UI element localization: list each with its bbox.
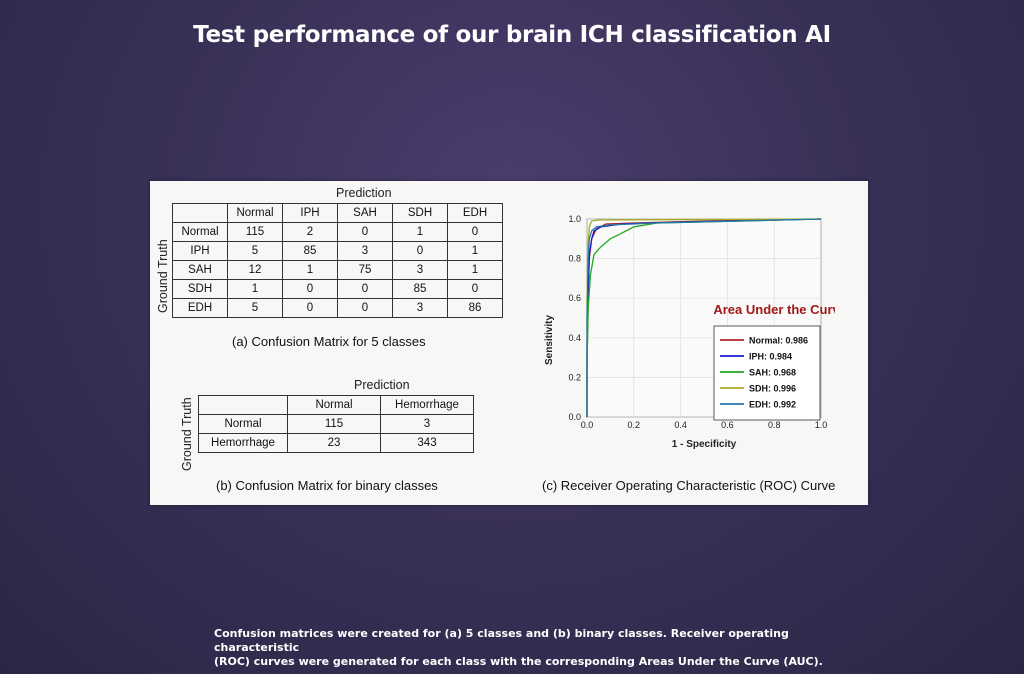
roc-y-tick-label: 0.0 [568, 412, 581, 422]
roc-chart: 0.0 0.2 0.4 0.6 0.8 1.0 0.0 0.2 0.4 0.6 0.8 1.0 1 - … [544, 214, 835, 450]
matrix-a-cell: 1 [282, 260, 338, 280]
matrix-a-cell: 3 [392, 298, 448, 318]
matrix-a-cell: 2 [282, 222, 338, 242]
roc-x-tick-label: 0.8 [768, 420, 781, 430]
slide-title: Test performance of our brain ICH classi… [193, 22, 831, 48]
slide-footer: Confusion matrices were created for (a) … [214, 627, 834, 669]
roc-x-tick-label: 0.0 [581, 420, 594, 430]
matrix-a-row: IPH 5 85 3 0 1 [172, 241, 503, 261]
roc-caption: (c) Receiver Operating Characteristic (R… [542, 478, 836, 493]
matrix-a-row-label: IPH [172, 241, 228, 261]
matrix-a-row-label: EDH [172, 298, 228, 318]
matrix-a-cell: 0 [392, 241, 448, 261]
roc-y-tick-label: 1.0 [568, 214, 581, 224]
roc-legend-box [713, 325, 821, 421]
matrix-a-cell: 5 [227, 241, 283, 261]
matrix-b-row-label: Hemorrhage [198, 433, 288, 453]
matrix-a-column-header: IPH [282, 203, 338, 223]
matrix-b-cell: 115 [287, 414, 381, 434]
matrix-a-cell: 75 [337, 260, 393, 280]
matrix-b-row: Normal 115 3 [198, 414, 474, 434]
confusion-matrix-binary: Normal Hemorrhage Normal 115 3 Hemorrhage 23 34… [198, 395, 474, 453]
matrix-a-cell: 1 [392, 222, 448, 242]
matrix-a-cell: 1 [227, 279, 283, 299]
matrix-a-cell: 0 [282, 298, 338, 318]
roc-legend-entry: IPH: 0.984 [749, 352, 792, 362]
matrix-b-cell: 3 [380, 414, 474, 434]
roc-x-tick-label: 0.2 [628, 420, 641, 430]
roc-y-tick-label: 0.4 [568, 333, 581, 343]
roc-legend-title: Area Under the Curve [713, 302, 835, 317]
roc-x-axis-label: 1 - Specificity [672, 439, 737, 450]
confusion-matrix-5-class: Normal IPH SAH SDH EDH Normal 115 2 0 1 0 IPH 5 85 3 0 1… [172, 203, 503, 318]
matrix-a-cell: 0 [337, 222, 393, 242]
matrix-a-row: EDH 5 0 0 3 86 [172, 298, 503, 318]
matrix-a-cell: 0 [282, 279, 338, 299]
matrix-a-cell: 0 [337, 298, 393, 318]
matrix-a-cell: 1 [447, 241, 503, 261]
matrix-a-caption: (a) Confusion Matrix for 5 classes [232, 334, 426, 349]
roc-x-tick-label: 0.6 [721, 420, 734, 430]
footer-line-2: (ROC) curves were generated for each cla… [214, 655, 823, 668]
matrix-a-cell: 0 [337, 279, 393, 299]
matrix-a-cell: 1 [447, 260, 503, 280]
figure-panel: Prediction Ground Truth Normal IPH SAH SDH E… [150, 181, 868, 505]
roc-legend-entry: SAH: 0.968 [749, 368, 796, 378]
matrix-a-cell: 115 [227, 222, 283, 242]
matrix-a-row-label: SDH [172, 279, 228, 299]
matrix-a-row: Normal 115 2 0 1 0 [172, 222, 503, 242]
matrix-b-row: Hemorrhage 23 343 [198, 433, 474, 453]
matrix-a-column-header: Normal [227, 203, 283, 223]
roc-curve-series [586, 218, 822, 417]
matrix-b-caption: (b) Confusion Matrix for binary classes [216, 478, 438, 493]
matrix-a-cell: 85 [392, 279, 448, 299]
roc-y-axis-label: Sensitivity [544, 315, 555, 365]
matrix-a-row-label: SAH [172, 260, 228, 280]
matrix-a-cell: 3 [392, 260, 448, 280]
matrix-a-row-title: Ground Truth [156, 239, 170, 313]
matrix-a-column-header: SAH [337, 203, 393, 223]
roc-y-tick-label: 0.6 [568, 293, 581, 303]
roc-legend-entry: Normal: 0.986 [749, 336, 808, 346]
matrix-a-cell: 0 [447, 279, 503, 299]
matrix-a-corner-cell [172, 203, 228, 223]
matrix-a-cell: 5 [227, 298, 283, 318]
matrix-b-row-label: Normal [198, 414, 288, 434]
matrix-a-cell: 85 [282, 241, 338, 261]
matrix-b-column-title: Prediction [354, 378, 410, 392]
matrix-a-row: SDH 1 0 0 85 0 [172, 279, 503, 299]
roc-x-tick-label: 1.0 [815, 420, 828, 430]
matrix-b-cell: 23 [287, 433, 381, 453]
matrix-a-cell: 86 [447, 298, 503, 318]
roc-y-tick-label: 0.8 [568, 254, 581, 264]
matrix-a-column-header: EDH [447, 203, 503, 223]
matrix-a-column-title: Prediction [336, 186, 392, 200]
matrix-a-column-header: SDH [392, 203, 448, 223]
roc-legend-entry: SDH: 0.996 [749, 384, 796, 394]
roc-curve-series [586, 218, 822, 417]
matrix-b-column-header: Normal [287, 395, 381, 415]
matrix-a-cell: 0 [447, 222, 503, 242]
matrix-a-row-label: Normal [172, 222, 228, 242]
roc-y-tick-label: 0.2 [568, 372, 581, 382]
matrix-b-cell: 343 [380, 433, 474, 453]
roc-x-tick-label: 0.4 [674, 420, 687, 430]
footer-line-1: Confusion matrices were created for (a) … [214, 627, 789, 654]
matrix-b-corner-cell [198, 395, 288, 415]
matrix-a-row: SAH 12 1 75 3 1 [172, 260, 503, 280]
matrix-b-column-header: Hemorrhage [380, 395, 474, 415]
matrix-b-row-title: Ground Truth [180, 397, 194, 471]
matrix-a-cell: 12 [227, 260, 283, 280]
roc-legend-entry: EDH: 0.992 [749, 400, 796, 410]
matrix-a-cell: 3 [337, 241, 393, 261]
